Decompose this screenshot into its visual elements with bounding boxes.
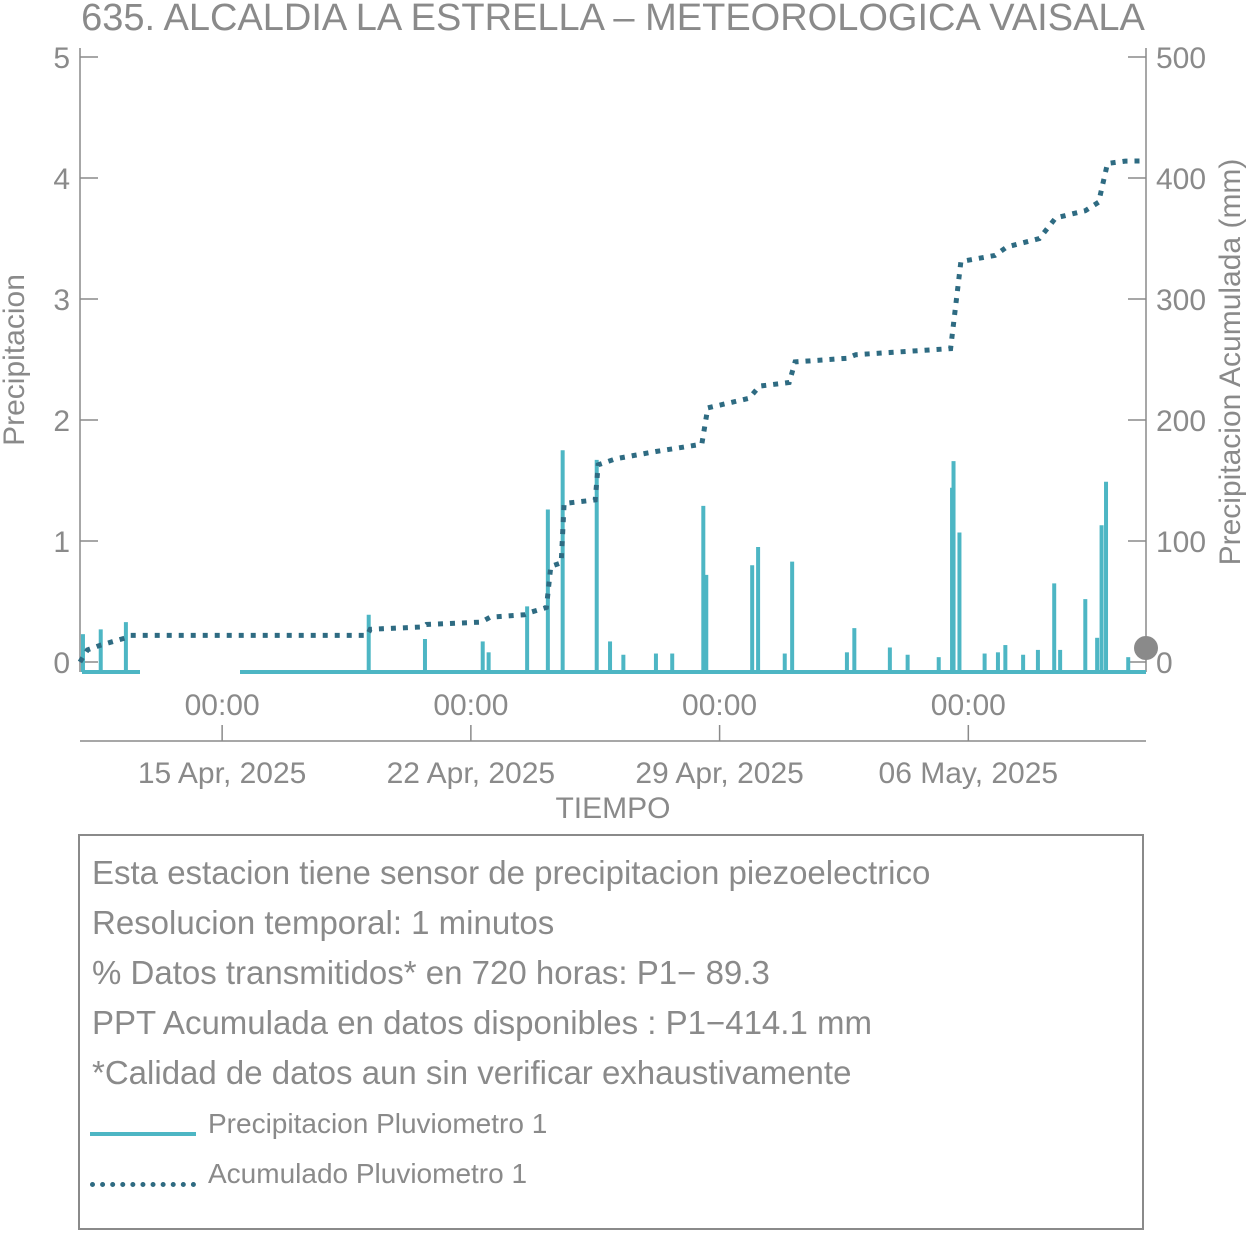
x-tick-time-label: 00:00 [185, 689, 260, 722]
precipitation-chart: 635. ALCALDIA LA ESTRELLA – METEOROLOGIC… [0, 0, 1247, 825]
right-tick-label: 200 [1156, 405, 1206, 438]
right-tick-label: 100 [1156, 526, 1206, 559]
legend-label-precip: Precipitacion Pluviometro 1 [208, 1108, 548, 1139]
cumulative-line [77, 158, 1147, 664]
info-line-sensor: Esta estacion tiene sensor de precipitac… [92, 854, 931, 891]
info-box: Esta estacion tiene sensor de precipitac… [78, 834, 1144, 1230]
x-axis-ticks: 00:00 15 Apr, 2025 00:00 22 Apr, 2025 00:00 2… [138, 689, 1058, 790]
right-tick-label: 400 [1156, 163, 1206, 196]
x-tick-date-label: 29 Apr, 2025 [635, 757, 804, 790]
right-tick-label: 0 [1156, 647, 1173, 680]
legend-swatch-precip [90, 1132, 196, 1136]
x-tick-time-label: 00:00 [931, 689, 1006, 722]
precip-series [80, 450, 1146, 674]
chart-title: 635. ALCALDIA LA ESTRELLA – METEOROLOGIC… [81, 0, 1145, 39]
left-axis-ticks: 0 1 2 3 4 5 [53, 42, 98, 680]
info-line-transmitted: % Datos transmitidos* en 720 horas: P1− … [92, 954, 770, 991]
info-line-quality: *Calidad de datos aun sin verificar exha… [92, 1054, 852, 1091]
cumulative-series [77, 158, 1147, 664]
x-tick-date-label: 15 Apr, 2025 [138, 757, 307, 790]
left-tick-label: 2 [53, 405, 70, 438]
right-tick-label: 300 [1156, 284, 1206, 317]
x-axis-label: TIEMPO [555, 792, 670, 825]
left-tick-label: 0 [53, 647, 70, 680]
left-tick-label: 1 [53, 526, 70, 559]
x-tick-date-label: 22 Apr, 2025 [387, 757, 556, 790]
left-tick-label: 3 [53, 284, 70, 317]
x-tick-date-label: 06 May, 2025 [879, 757, 1059, 790]
x-tick-time-label: 00:00 [433, 689, 508, 722]
left-tick-label: 5 [53, 42, 70, 75]
legend-swatch-cumulative [90, 1182, 196, 1187]
end-marker [1134, 636, 1158, 660]
legend-label-cumulative: Acumulado Pluviometro 1 [208, 1158, 528, 1189]
info-line-accumulated: PPT Acumulada en datos disponibles : P1−… [92, 1004, 872, 1041]
info-line-resolution: Resolucion temporal: 1 minutos [92, 904, 555, 941]
right-tick-label: 500 [1156, 42, 1206, 75]
right-axis-ticks: 0 100 200 300 400 500 [1128, 42, 1206, 680]
left-tick-label: 4 [53, 163, 70, 196]
y-axis-label-right: Precipitacion Acumulada (mm) [1214, 159, 1247, 566]
x-tick-time-label: 00:00 [682, 689, 757, 722]
y-axis-label-left: Precipitacion [0, 274, 31, 446]
